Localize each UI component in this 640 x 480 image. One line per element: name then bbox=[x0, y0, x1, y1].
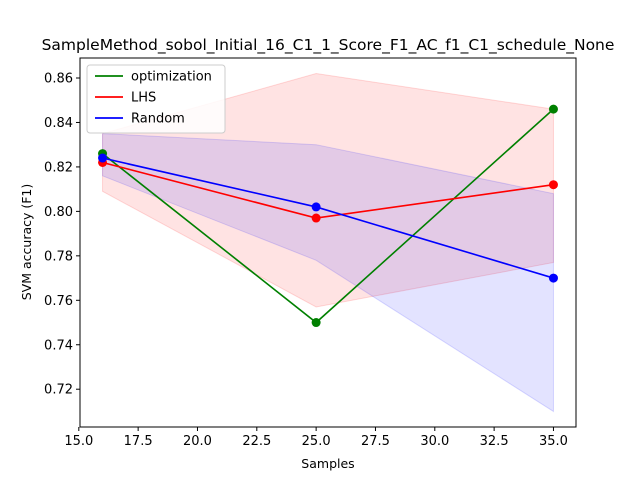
legend: optimization LHS Random bbox=[86, 64, 226, 134]
y-tick-label: 0.84 bbox=[44, 116, 73, 131]
y-tick-label: 0.86 bbox=[44, 72, 73, 87]
point-random-0 bbox=[98, 153, 108, 163]
x-tick-label: 32.5 bbox=[480, 434, 509, 449]
x-tick-label: 20.0 bbox=[183, 434, 212, 449]
y-axis-label: SVM accuracy (F1) bbox=[19, 184, 34, 301]
legend-label-random: Random bbox=[131, 112, 185, 127]
x-tick-label: 22.5 bbox=[242, 434, 271, 449]
y-axis-ticks: 0.72 0.74 0.76 0.78 0.80 0.82 0.84 0.86 bbox=[44, 72, 80, 398]
legend-label-lhs: LHS bbox=[131, 91, 156, 106]
y-tick-label: 0.76 bbox=[44, 294, 73, 309]
y-tick-label: 0.82 bbox=[44, 160, 73, 175]
x-tick-label: 30.0 bbox=[420, 434, 449, 449]
point-random-1 bbox=[311, 202, 321, 212]
point-lhs-2 bbox=[548, 180, 558, 190]
plot-frame bbox=[79, 57, 577, 428]
legend-label-optimization: optimization bbox=[131, 70, 212, 85]
x-tick-label: 27.5 bbox=[361, 434, 390, 449]
x-tick-label: 17.5 bbox=[124, 434, 153, 449]
band-random bbox=[102, 133, 554, 413]
legend-box bbox=[86, 64, 226, 134]
y-tick-label: 0.80 bbox=[44, 205, 73, 220]
series-points bbox=[98, 104, 558, 328]
y-tick-label: 0.78 bbox=[44, 249, 73, 264]
point-lhs-1 bbox=[311, 213, 321, 223]
point-random-2 bbox=[548, 273, 558, 283]
legend-items: optimization LHS Random bbox=[95, 70, 212, 127]
x-tick-label: 15.0 bbox=[64, 434, 93, 449]
point-optimization-2 bbox=[548, 104, 558, 114]
x-axis-label: Samples bbox=[301, 456, 354, 471]
x-tick-label: 25.0 bbox=[302, 434, 331, 449]
y-tick-label: 0.72 bbox=[44, 383, 73, 398]
chart-title: SampleMethod_sobol_Initial_16_C1_1_Score… bbox=[42, 36, 615, 55]
y-tick-label: 0.74 bbox=[44, 338, 73, 353]
x-axis-ticks: 15.0 17.5 20.0 22.5 25.0 27.5 30.0 32.5 35.0 bbox=[64, 427, 568, 449]
x-tick-label: 35.0 bbox=[539, 434, 568, 449]
point-optimization-1 bbox=[311, 318, 321, 328]
